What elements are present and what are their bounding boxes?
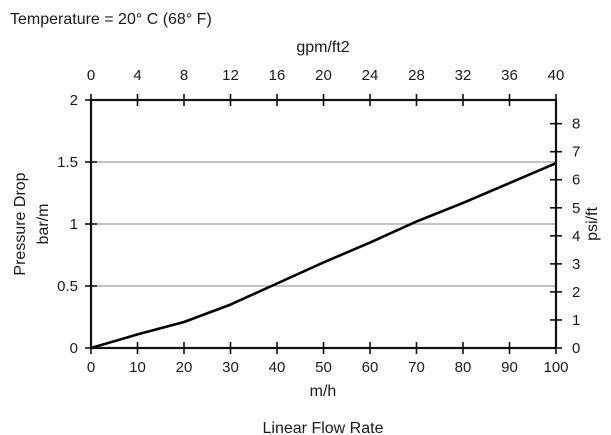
top-axis-ticks: 0 4 8 12 16 20 24 28 32 36 40 [87,67,565,106]
x-tick-label: 90 [501,359,518,376]
y2-tick-label: 4 [572,228,580,245]
x2-tick-label: 4 [133,67,141,84]
y-tick-label: 2 [70,92,78,109]
x2-tick-label: 20 [315,67,332,84]
series-layer [90,162,557,350]
x-tick-label: 40 [269,359,286,376]
y-axis-label: Pressure Drop [12,172,29,275]
x-tick-label: 70 [408,359,425,376]
x-tick-label: 80 [455,359,472,376]
y2-axis-label: psi/ft [584,207,601,241]
x-tick-label: 20 [176,359,193,376]
y2-tick-label: 5 [572,200,580,217]
chart-title: Temperature = 20° C (68° F) [10,11,212,28]
y-tick-label: 1.5 [57,154,78,171]
y-tick-label: 0.5 [57,278,78,295]
y2-tick-label: 7 [572,144,580,161]
x-axis-label: m/h [310,383,337,400]
x2-tick-label: 12 [222,67,239,84]
x-tick-label: 0 [87,359,95,376]
y2-tick-label: 1 [572,312,580,329]
y2-tick-label: 6 [572,172,580,189]
x-tick-label: 100 [543,359,568,376]
x2-axis-label: gpm/ft2 [296,39,349,56]
x-tick-label: 10 [129,359,146,376]
x2-tick-label: 28 [408,67,425,84]
x-axis-ticks: 0 10 20 30 40 50 60 70 80 90 100 [87,342,569,376]
right-axis-ticks: 0 1 2 3 4 5 6 7 8 [550,116,580,357]
x2-tick-label: 16 [269,67,286,84]
x2-tick-label: 24 [362,67,379,84]
x2-tick-label: 8 [180,67,188,84]
x2-tick-label: 32 [455,67,472,84]
y2-tick-label: 0 [572,340,580,357]
series-line [90,162,557,350]
x2-tick-label: 40 [548,67,565,84]
y-tick-label: 1 [70,216,78,233]
y2-tick-label: 3 [572,256,580,273]
x-tick-label: 50 [315,359,332,376]
x-tick-label: 60 [362,359,379,376]
y-tick-label: 0 [70,340,78,357]
x-axis-caption: Linear Flow Rate [263,420,384,435]
x2-tick-label: 36 [501,67,518,84]
gridlines [91,161,556,287]
y2-tick-label: 8 [572,116,580,133]
y-axis-unit: bar/m [35,204,52,245]
x2-tick-label: 0 [87,67,95,84]
y2-tick-label: 2 [572,284,580,301]
x-tick-label: 30 [222,359,239,376]
